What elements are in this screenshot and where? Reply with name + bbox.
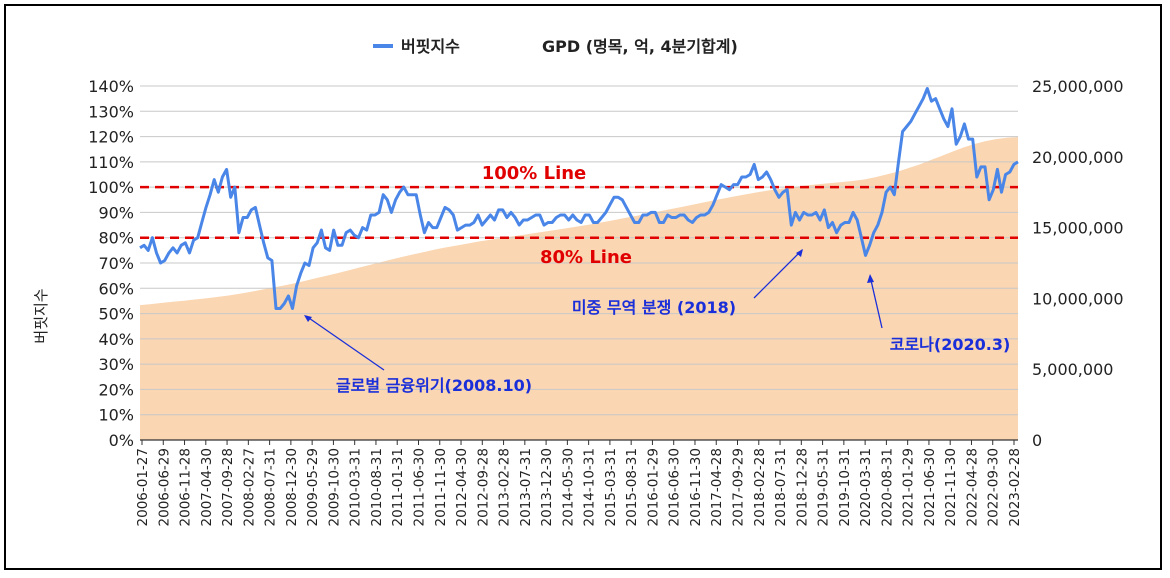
annotation-covid: 코로나(2020.3) xyxy=(867,274,1010,354)
x-tick-label: 2018-07-31 xyxy=(773,448,789,526)
x-tick-label: 2012-09-28 xyxy=(475,448,491,526)
annotation-arrow xyxy=(753,249,803,299)
y2-tick-label: 25,000,000 xyxy=(1032,77,1124,96)
x-tick-label: 2008-07-31 xyxy=(263,448,279,526)
y-tick-label: 130% xyxy=(88,102,134,121)
x-tick-label: 2006-01-27 xyxy=(135,448,151,526)
x-tick-label: 2023-02-28 xyxy=(1007,448,1023,526)
x-tick-label: 2017-09-29 xyxy=(731,448,747,526)
y-tick-label: 120% xyxy=(88,128,134,147)
x-tick-label: 2009-05-29 xyxy=(305,448,321,526)
x-tick-label: 2015-08-31 xyxy=(624,448,640,526)
y-tick-label: 70% xyxy=(98,254,134,273)
y2-tick-label: 15,000,000 xyxy=(1032,219,1124,238)
x-tick-label: 2007-09-28 xyxy=(220,448,236,526)
y2-tick-label: 20,000,000 xyxy=(1032,148,1124,167)
buffett-index-chart: 버핏지수 GPD (명목, 억, 4분기합계) 0% 10% 20% 30% 40% 50… xyxy=(32,37,1124,526)
legend-label-gdp: GPD (명목, 억, 4분기합계) xyxy=(542,37,738,56)
x-tick-label: 2013-07-31 xyxy=(518,448,534,526)
x-tick-label: 2011-06-30 xyxy=(412,448,428,526)
legend-entry-gdp[interactable]: GPD (명목, 억, 4분기합계) xyxy=(542,37,738,56)
x-tick-label: 2021-11-30 xyxy=(943,448,959,526)
buffett-index-line xyxy=(139,87,1019,310)
y-tick-label: 140% xyxy=(88,77,134,96)
y2-tick-label: 10,000,000 xyxy=(1032,289,1124,308)
x-tick-label: 2022-04-28 xyxy=(965,448,981,526)
x-tick-label: 2016-01-29 xyxy=(645,448,661,526)
x-tick-label: 2022-09-30 xyxy=(986,448,1002,526)
x-tick-label: 2020-03-31 xyxy=(858,448,874,526)
annotation-financial-crisis: 글로벌 금융위기(2008.10) xyxy=(304,315,532,395)
annotation-arrow xyxy=(869,275,883,329)
x-tick-label: 2021-01-29 xyxy=(901,448,917,526)
legend: 버핏지수 GPD (명목, 억, 4분기합계) xyxy=(373,37,738,56)
x-tick-label: 2016-06-30 xyxy=(667,448,683,526)
x-tick-label: 2018-02-28 xyxy=(752,448,768,526)
y2-tick-label: 0 xyxy=(1032,431,1042,450)
x-tick-label: 2013-12-30 xyxy=(539,448,555,526)
legend-label-buffett: 버핏지수 xyxy=(401,37,460,56)
y-tick-label: 90% xyxy=(98,203,134,222)
x-tick-label: 2018-12-28 xyxy=(794,448,810,526)
y-tick-label: 20% xyxy=(98,380,134,399)
x-tick-label: 2021-06-30 xyxy=(922,448,938,526)
ref-line-label-100: 100% Line xyxy=(482,163,587,184)
y-tick-label: 30% xyxy=(98,355,134,374)
y-tick-label: 50% xyxy=(98,305,134,324)
plot-area: 0% 10% 20% 30% 40% 50% 60% 70% 80% 90% 100% 110% 120… xyxy=(88,77,1123,526)
x-tick-label: 2008-12-30 xyxy=(284,448,300,526)
x-tick-label: 2014-10-31 xyxy=(582,448,598,526)
legend-entry-buffett[interactable]: 버핏지수 xyxy=(373,37,460,56)
x-tick-label: 2008-02-27 xyxy=(241,448,257,526)
annotation-arrowhead xyxy=(304,315,312,322)
annotation-label-covid: 코로나(2020.3) xyxy=(890,335,1011,354)
x-tick-label: 2009-10-30 xyxy=(326,448,342,526)
chart-frame: 버핏지수 GPD (명목, 억, 4분기합계) 0% 10% 20% 30% 40% 50… xyxy=(4,4,1162,570)
y-tick-label: 100% xyxy=(88,178,134,197)
x-tick-label: 2006-11-28 xyxy=(178,448,194,526)
x-tick-label: 2015-03-31 xyxy=(603,448,619,526)
annotation-arrowhead xyxy=(867,274,874,283)
x-tick-label: 2010-08-31 xyxy=(369,448,385,526)
x-tick-label: 2017-04-28 xyxy=(709,448,725,526)
x-tick-label: 2007-04-30 xyxy=(199,448,215,526)
x-tick-label: 2016-11-30 xyxy=(688,448,704,526)
annotation-label-financial-crisis: 글로벌 금융위기(2008.10) xyxy=(336,376,532,395)
ref-line-label-80: 80% Line xyxy=(540,247,632,268)
annotation-trade-war: 미중 무역 분쟁 (2018) xyxy=(572,249,803,317)
y-tick-label: 60% xyxy=(98,279,134,298)
y-tick-label: 110% xyxy=(88,153,134,172)
y2-tick-label: 5,000,000 xyxy=(1032,360,1113,379)
annotation-label-trade-war: 미중 무역 분쟁 (2018) xyxy=(572,298,736,317)
y-axis-title: 버핏지수 xyxy=(32,288,50,343)
y-tick-label: 0% xyxy=(109,431,134,450)
x-tick-label: 2019-05-31 xyxy=(816,448,832,526)
x-tick-label: 2020-08-31 xyxy=(879,448,895,526)
y-tick-label: 80% xyxy=(98,229,134,248)
x-tick-label: 2011-01-31 xyxy=(390,448,406,526)
x-tick-label: 2012-04-30 xyxy=(454,448,470,526)
y-tick-label: 40% xyxy=(98,330,134,349)
x-tick-label: 2014-05-30 xyxy=(560,448,576,526)
annotation-arrowhead xyxy=(796,249,803,257)
x-tick-label: 2013-02-28 xyxy=(497,448,513,526)
y-tick-label: 10% xyxy=(98,406,134,425)
x-tick-label: 2006-06-29 xyxy=(156,448,172,526)
annotation-arrow xyxy=(305,315,385,371)
x-tick-label: 2011-11-30 xyxy=(433,448,449,526)
x-tick-label: 2010-03-31 xyxy=(348,448,364,526)
x-tick-label: 2019-10-31 xyxy=(837,448,853,526)
